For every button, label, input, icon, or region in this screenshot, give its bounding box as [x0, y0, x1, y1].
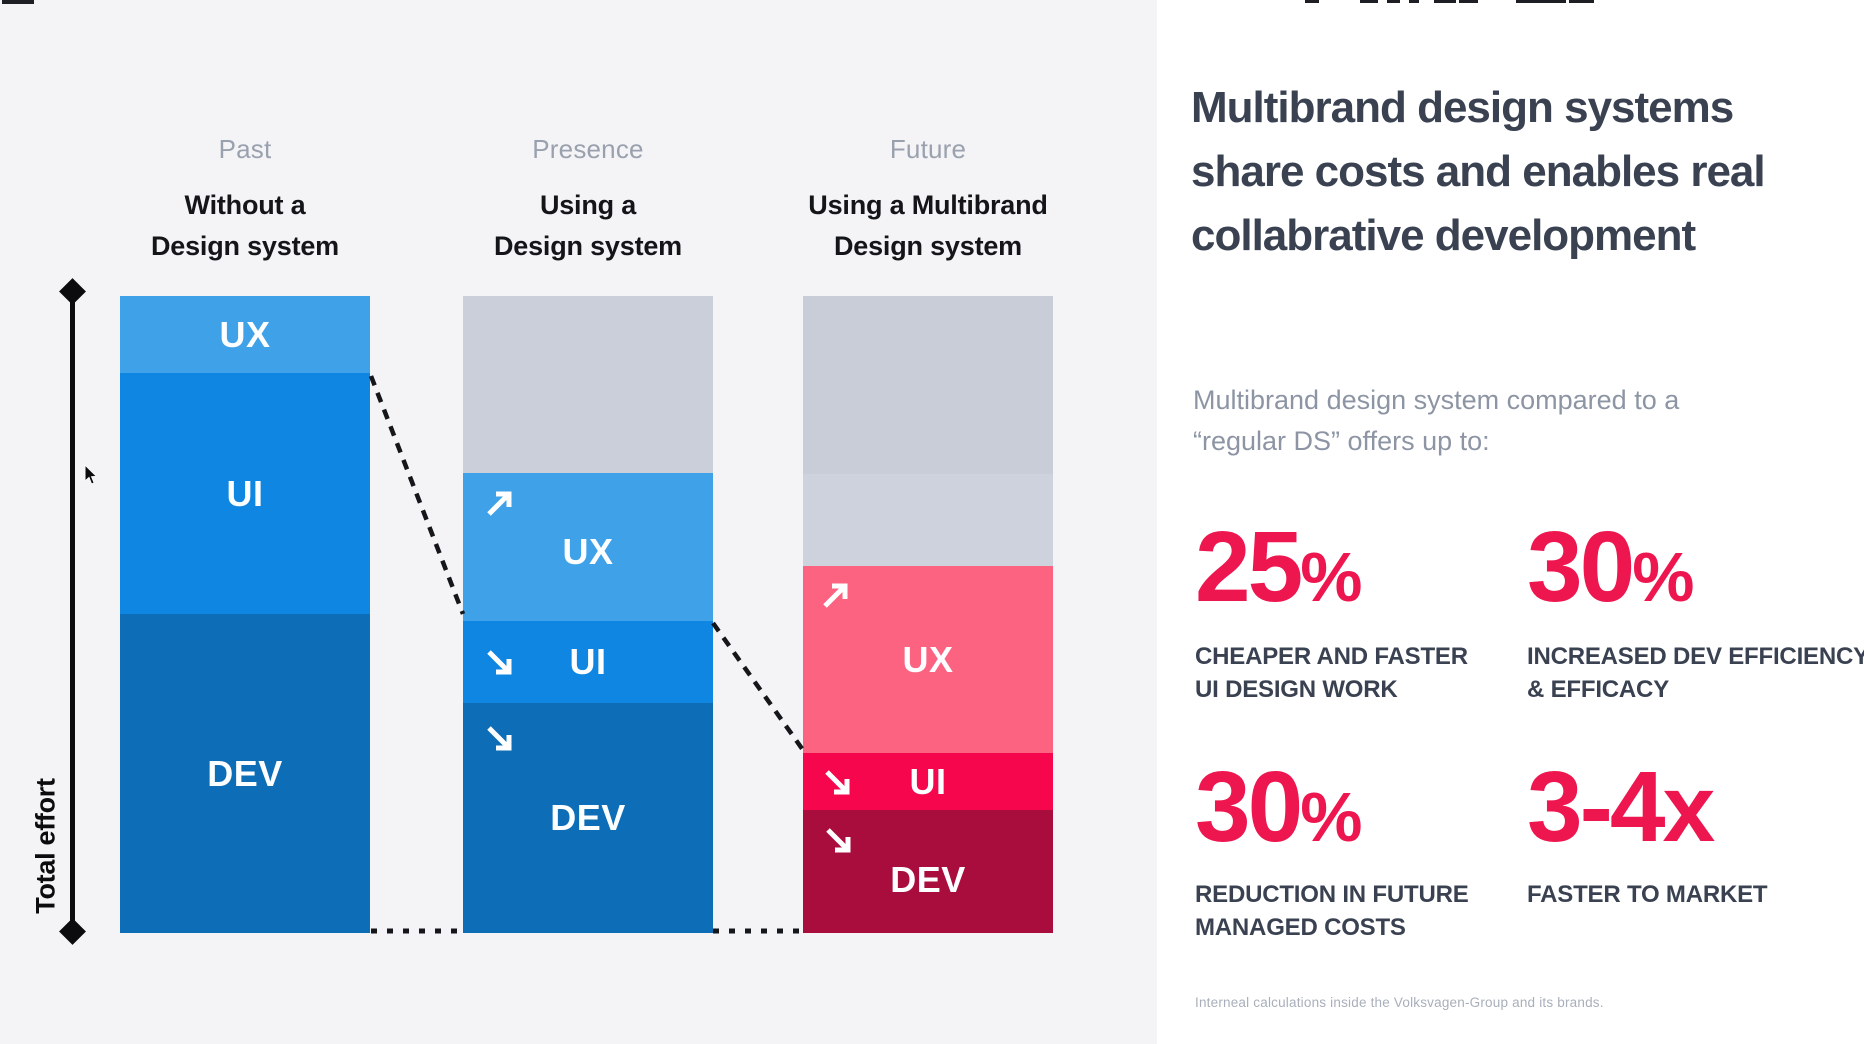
- era-label-past: Past: [218, 134, 272, 164]
- screen-edge-artifact: [1409, 0, 1419, 3]
- segment-past-ui: UI: [120, 373, 370, 614]
- column-title-future: Using a Multibrand Design system: [748, 185, 1108, 267]
- stat-value: 25%: [1195, 517, 1525, 617]
- stat-unit: x: [1662, 756, 1716, 862]
- subtitle: Multibrand design system compared to a “…: [1193, 380, 1813, 462]
- stat-caption-line: CHEAPER AND FASTER: [1195, 643, 1468, 670]
- stat-number: 30: [1527, 511, 1635, 623]
- column-title-line: Without a: [184, 190, 306, 220]
- segment-label: UX: [902, 638, 954, 680]
- stat-cheaper-ui-design: 25% CHEAPER AND FASTER UI DESIGN WORK: [1195, 517, 1525, 703]
- arrow-down-right-icon: [821, 823, 855, 857]
- stat-unit: %: [1632, 538, 1694, 616]
- segment-future-dev: DEV: [803, 810, 1053, 933]
- mouse-cursor: [83, 463, 99, 486]
- screen-edge-artifact: [1360, 0, 1378, 3]
- segment-past-dev: DEV: [120, 614, 370, 933]
- axis-diamond-top-icon: [59, 278, 86, 305]
- stat-value: 3-4x: [1527, 757, 1857, 857]
- segment-past-ux: UX: [120, 296, 370, 373]
- stat-unit: %: [1300, 778, 1362, 856]
- segment-presence-ux: UX: [463, 473, 713, 621]
- arrow-up-right-icon: [818, 579, 852, 613]
- arrow-down-right-icon: [482, 645, 516, 679]
- footnote: Interneal calculations inside the Volksv…: [1195, 995, 1604, 1010]
- stat-caption: INCREASED DEV EFFICIENCY & EFFICACY: [1527, 640, 1864, 706]
- segment-presence-ui: UI: [463, 621, 713, 703]
- arrow-down-right-icon: [482, 721, 516, 755]
- screen-edge-artifact: [1459, 0, 1478, 3]
- page-title: Multibrand design systems share costs an…: [1191, 76, 1851, 268]
- stat-number: 3-4: [1527, 751, 1666, 863]
- stat-caption: FASTER TO MARKET: [1527, 878, 1864, 911]
- subtitle-line: Multibrand design system compared to a: [1193, 385, 1680, 415]
- segment-presence-saved: [463, 296, 713, 473]
- stat-caption-line: REDUCTION IN FUTURE: [1195, 881, 1469, 908]
- segment-future-saved: [803, 296, 1053, 566]
- column-title-line: Using a: [539, 190, 637, 220]
- segment-presence-dev: DEV: [463, 703, 713, 933]
- bar-future: UX UI DEV: [803, 296, 1053, 933]
- segment-label: UI: [226, 472, 264, 514]
- column-title-past: Without a Design system: [65, 185, 425, 267]
- subtitle-line: “regular DS” offers up to:: [1193, 426, 1490, 456]
- stat-unit: %: [1300, 538, 1362, 616]
- bar-past: UX UI DEV: [120, 296, 370, 933]
- segment-label: DEV: [207, 752, 283, 794]
- stat-number: 30: [1195, 751, 1303, 863]
- stat-faster-to-market: 3-4x FASTER TO MARKET: [1527, 757, 1857, 908]
- stat-number: 25: [1195, 511, 1303, 623]
- screen-edge-artifact: [1434, 0, 1456, 3]
- column-title-line: Using a Multibrand: [808, 190, 1048, 220]
- stat-caption-line: FASTER TO MARKET: [1527, 881, 1768, 908]
- screen-edge-artifact: [1569, 0, 1594, 3]
- column-title-presence: Using a Design system: [408, 185, 768, 267]
- axis-diamond-bottom-icon: [59, 918, 86, 945]
- bar-presence: UX UI DEV: [463, 296, 713, 933]
- era-label-presence: Presence: [532, 134, 644, 164]
- column-title-line: Design system: [494, 231, 682, 261]
- era-label-future: Future: [889, 134, 967, 164]
- arrow-up-right-icon: [482, 487, 516, 521]
- screen-edge-artifact: [1305, 0, 1319, 3]
- total-effort-axis: [70, 291, 75, 932]
- column-title-line: Design system: [834, 231, 1022, 261]
- screen-edge-artifact: [1387, 0, 1400, 3]
- page-title-line: Multibrand design systems: [1191, 83, 1734, 132]
- segment-label: UX: [562, 531, 614, 572]
- stat-caption-line: MANAGED COSTS: [1195, 914, 1406, 941]
- segment-future-ux: UX: [803, 566, 1053, 753]
- stat-caption: REDUCTION IN FUTURE MANAGED COSTS: [1195, 878, 1540, 944]
- stat-caption: CHEAPER AND FASTER UI DESIGN WORK: [1195, 640, 1540, 706]
- arrow-down-right-icon: [820, 765, 854, 799]
- stat-managed-costs: 30% REDUCTION IN FUTURE MANAGED COSTS: [1195, 757, 1525, 941]
- right-panel: [1157, 0, 1864, 1044]
- axis-label: Total effort: [30, 778, 61, 914]
- stat-dev-efficiency: 30% INCREASED DEV EFFICIENCY & EFFICACY: [1527, 517, 1864, 703]
- stat-caption-line: INCREASED DEV EFFICIENCY: [1527, 643, 1864, 670]
- page-title-line: share costs and enables real: [1191, 147, 1766, 196]
- segment-label: UI: [909, 760, 947, 802]
- segment-label: DEV: [890, 858, 966, 900]
- segment-label: UI: [569, 641, 607, 682]
- stat-caption-line: & EFFICACY: [1527, 676, 1670, 703]
- segment-label: DEV: [550, 797, 626, 838]
- stat-value: 30%: [1527, 517, 1857, 617]
- stat-value: 30%: [1195, 757, 1525, 857]
- segment-label: UX: [219, 313, 271, 355]
- stat-caption-line: UI DESIGN WORK: [1195, 676, 1398, 703]
- segment-future-ui: UI: [803, 753, 1053, 810]
- screen-edge-artifact: [1516, 0, 1566, 3]
- screen-edge-artifact: [2, 0, 34, 4]
- column-title-line: Design system: [151, 231, 339, 261]
- page-title-line: collabrative development: [1191, 211, 1696, 260]
